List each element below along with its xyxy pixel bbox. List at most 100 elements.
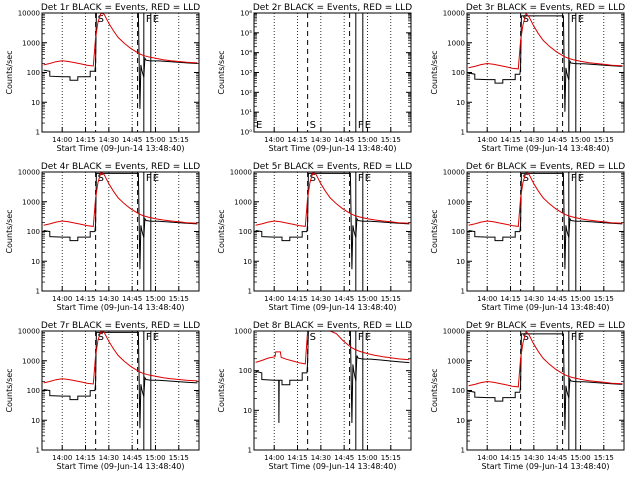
plot-frame [253,330,412,451]
marker-label-s: S [310,332,316,343]
y-tick-label: 10² [240,89,252,97]
plot-frame [466,12,625,133]
y-axis-label: Counts/sec [217,50,226,94]
marker-label-e: E [153,14,159,25]
panel-title: Det 6r BLACK = Events, RED = LLD [466,162,625,172]
panel-title: Det 9r BLACK = Events, RED = LLD [466,321,625,331]
x-axis-label: Start Time (09-Jun-14 13:48:40) [269,144,397,153]
x-tick-label: 15:15 [594,136,614,144]
y-tick-label: 1 [36,447,40,455]
x-tick-label: 14:15 [75,295,95,303]
marker-label-f: F [358,173,364,184]
marker-label-e: E [578,14,584,25]
x-axis-label: Start Time (09-Jun-14 13:48:40) [57,303,185,312]
x-tick-label: 15:00 [145,454,165,462]
marker-label-s: S [98,332,104,343]
x-tick-label: 15:00 [570,295,590,303]
y-tick-label: 1 [461,129,465,137]
marker-label-s: S [310,120,316,131]
x-tick-label: 15:15 [169,136,189,144]
x-tick-label: 14:30 [311,136,331,144]
marker-label-f: F [146,173,152,184]
y-tick-label: 1 [461,447,465,455]
x-tick-label: 14:45 [547,295,567,303]
y-tick-label: 10 [456,258,465,266]
x-tick-label: 14:30 [311,454,331,462]
x-tick-label: 15:15 [381,454,401,462]
y-tick-label: 1 [248,288,252,296]
plot-frame [41,12,200,133]
y-tick-label: 1 [461,288,465,296]
panel-title: Det 8r BLACK = Events, RED = LLD [253,321,412,331]
x-axis-label: Start Time (09-Jun-14 13:48:40) [482,303,610,312]
x-tick-label: 14:30 [311,295,331,303]
series-events-line [255,172,410,270]
marker-label-e-start: E [256,120,262,131]
marker-label-s: S [523,14,529,25]
plot-frame [253,171,412,292]
marker-label-e: E [365,173,371,184]
x-axis-label: Start Time (09-Jun-14 13:48:40) [269,303,397,312]
detector-panel-1: Det 1r BLACK = Events, RED = LLD 1 10 100 10… [5,3,200,153]
series-events-line [43,172,198,270]
panel-title: Det 1r BLACK = Events, RED = LLD [41,3,200,13]
x-tick-label: 15:00 [570,454,590,462]
x-axis-label: Start Time (09-Jun-14 13:48:40) [269,462,397,471]
x-tick-label: 15:00 [145,136,165,144]
x-tick-label: 14:45 [334,454,354,462]
plot-frame [466,330,625,451]
y-tick-label: 1000 [22,357,40,365]
detector-panel-3: Det 3r BLACK = Events, RED = LLD 1 10 100 10… [430,3,625,153]
panel-title: Det 5r BLACK = Events, RED = LLD [253,162,412,172]
series-events-line [43,13,198,109]
series-lld-line [468,13,623,70]
marker-label-f: F [358,120,364,131]
y-tick-label: 10⁰ [240,129,252,137]
series-events-line [468,15,623,112]
detector-panel-5: Det 5r BLACK = Events, RED = LLD 1 10 100 10… [217,162,412,312]
detector-panel-7: Det 7r BLACK = Events, RED = LLD 1 10 100 10… [5,321,200,471]
y-tick-label: 10 [243,407,252,415]
y-tick-label: 100 [27,387,40,395]
y-tick-label: 10000 [443,10,465,18]
series-lld-line [468,172,623,227]
plot-frame [41,330,200,451]
series-events-line [255,331,410,424]
y-tick-label: 100 [239,228,252,236]
marker-label-s: S [523,332,529,343]
x-tick-label: 14:00 [477,295,497,303]
marker-label-e: E [365,332,371,343]
x-tick-label: 14:30 [99,136,119,144]
x-tick-label: 14:45 [122,136,142,144]
x-tick-label: 15:15 [594,454,614,462]
x-tick-label: 15:00 [357,295,377,303]
y-tick-label: 10000 [18,10,40,18]
y-tick-label: 1000 [234,328,252,336]
y-axis-label: Counts/sec [430,368,439,412]
y-tick-label: 100 [452,69,465,77]
x-axis-label: Start Time (09-Jun-14 13:48:40) [57,144,185,153]
marker-label-e: E [578,173,584,184]
y-axis-label: Counts/sec [430,50,439,94]
y-tick-label: 10⁴ [240,49,252,57]
y-tick-label: 10000 [230,169,252,177]
y-axis-label: Counts/sec [5,368,14,412]
series-lld-line [255,331,410,365]
y-tick-label: 1 [36,288,40,296]
x-tick-label: 14:45 [122,295,142,303]
x-tick-label: 14:30 [99,295,119,303]
x-tick-label: 14:15 [75,454,95,462]
plot-frame [253,12,412,133]
x-tick-label: 14:15 [500,136,520,144]
y-tick-label: 10⁶ [240,10,252,18]
detector-panel-2: Det 2r BLACK = Events, RED = LLD 10⁰ 10¹ 10… [217,3,412,153]
x-tick-label: 14:00 [52,295,72,303]
y-tick-label: 100 [27,69,40,77]
x-tick-label: 15:15 [594,295,614,303]
x-tick-label: 14:45 [547,136,567,144]
y-axis-label: Counts/sec [217,368,226,412]
x-tick-label: 14:00 [477,454,497,462]
marker-label-e: E [153,332,159,343]
x-axis-label: Start Time (09-Jun-14 13:48:40) [482,462,610,471]
y-tick-label: 1000 [22,39,40,47]
